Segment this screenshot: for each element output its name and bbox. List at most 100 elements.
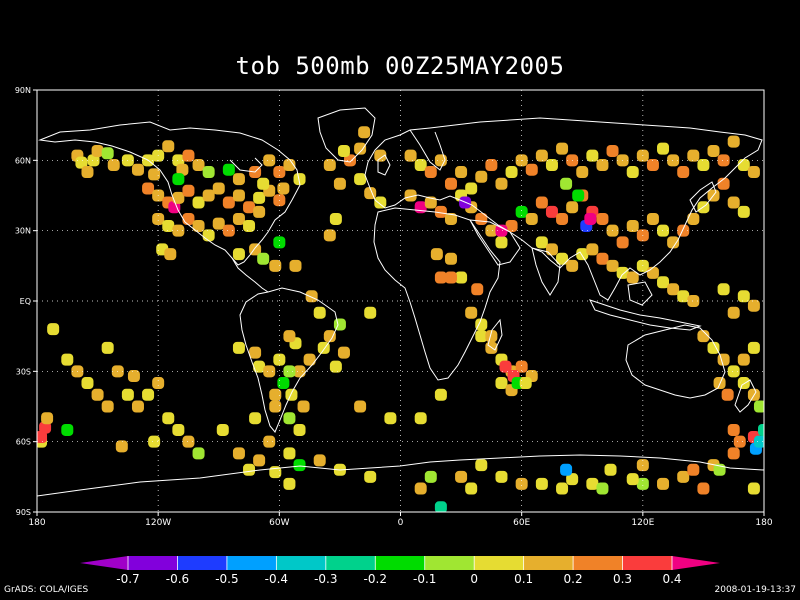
observation-point	[277, 377, 290, 390]
observation-point	[333, 318, 346, 331]
observation-point	[293, 423, 306, 436]
observation-point	[727, 196, 740, 209]
colorbar-segment	[523, 556, 574, 570]
observation-point	[505, 219, 518, 232]
observation-point	[47, 323, 60, 336]
observation-point	[434, 205, 447, 218]
coastline-madagascar	[487, 318, 503, 351]
observation-point	[337, 144, 350, 157]
observation-point	[519, 377, 532, 390]
observation-point	[131, 400, 144, 413]
x-tick-label: 120W	[145, 518, 171, 528]
observation-point	[737, 290, 750, 303]
observation-point	[576, 248, 589, 261]
colorbar-label: -0.7	[116, 572, 139, 586]
observation-point	[91, 388, 104, 401]
observation-point	[263, 365, 276, 378]
observation-point	[475, 330, 488, 343]
colorbar-segment	[177, 556, 228, 570]
observation-point	[152, 212, 165, 225]
colorbar-segment	[622, 556, 673, 570]
observation-point	[364, 470, 377, 483]
observation-point	[606, 259, 619, 272]
observation-point	[172, 423, 185, 436]
observation-point	[606, 144, 619, 157]
observation-point	[164, 248, 177, 261]
observation-point	[444, 271, 457, 284]
observation-point	[303, 353, 316, 366]
observation-point	[152, 377, 165, 390]
observation-point	[604, 463, 617, 476]
observation-point	[253, 205, 266, 218]
observation-point	[515, 477, 528, 490]
observation-point	[313, 454, 326, 467]
observation-point	[737, 377, 750, 390]
colorbar-label: 0.4	[662, 572, 681, 586]
observation-point	[222, 224, 235, 237]
observation-point	[354, 142, 367, 155]
colorbar-label: 0.1	[514, 572, 533, 586]
y-tick-label: 30S	[16, 367, 31, 376]
observation-point	[556, 252, 569, 265]
observation-point	[596, 159, 609, 172]
y-tick-label: EQ	[20, 297, 31, 306]
observation-point	[566, 259, 579, 272]
colorbar-segment	[325, 556, 376, 570]
observation-point	[465, 182, 478, 195]
colorbar-segment	[424, 556, 475, 570]
observation-point	[747, 482, 760, 495]
observation-point	[717, 154, 730, 167]
observation-point	[37, 430, 48, 443]
x-tick-label: 180	[28, 518, 45, 528]
observation-point	[444, 177, 457, 190]
observation-point	[515, 360, 528, 373]
x-tick-label: 60W	[269, 518, 289, 528]
observation-point	[747, 299, 760, 312]
observation-point	[333, 177, 346, 190]
observation-point	[283, 477, 296, 490]
coastline-borneo	[627, 281, 653, 306]
observation-point	[434, 271, 447, 284]
observation-point	[535, 149, 548, 162]
colorbar-label: -0.3	[314, 572, 337, 586]
observation-point	[232, 173, 245, 186]
observation-point	[115, 440, 128, 453]
observation-point	[646, 159, 659, 172]
observation-point	[101, 147, 114, 160]
observation-point	[495, 236, 508, 249]
observation-point	[707, 341, 720, 354]
observation-point	[232, 447, 245, 460]
colorbar-segment	[375, 556, 426, 570]
observation-point	[626, 271, 639, 284]
observation-point	[525, 163, 538, 176]
observation-point	[758, 423, 764, 436]
observation-point	[556, 482, 569, 495]
observation-point	[721, 388, 734, 401]
observation-point	[753, 435, 764, 448]
observation-point	[162, 412, 175, 425]
observation-point	[687, 463, 700, 476]
coastline-eurasia	[364, 117, 763, 301]
observation-point	[293, 459, 306, 472]
observation-point	[596, 482, 609, 495]
observation-point	[323, 330, 336, 343]
observation-point	[192, 159, 205, 172]
observation-point	[273, 236, 286, 249]
colorbar-label: -0.1	[413, 572, 436, 586]
colorbar-label: -0.5	[215, 572, 238, 586]
observation-point	[182, 435, 195, 448]
observation-point	[687, 212, 700, 225]
observation-point	[172, 224, 185, 237]
observation-point	[687, 295, 700, 307]
observation-point	[525, 212, 538, 225]
observation-point	[61, 353, 74, 366]
observation-point	[545, 159, 558, 172]
observation-point	[243, 463, 256, 476]
observation-point	[697, 159, 710, 172]
observation-point	[202, 229, 215, 242]
observation-point	[285, 388, 298, 401]
observation-point	[475, 170, 488, 183]
coastline-uk	[377, 154, 391, 176]
coastline-indonesia	[589, 299, 702, 331]
observation-point	[444, 212, 457, 225]
